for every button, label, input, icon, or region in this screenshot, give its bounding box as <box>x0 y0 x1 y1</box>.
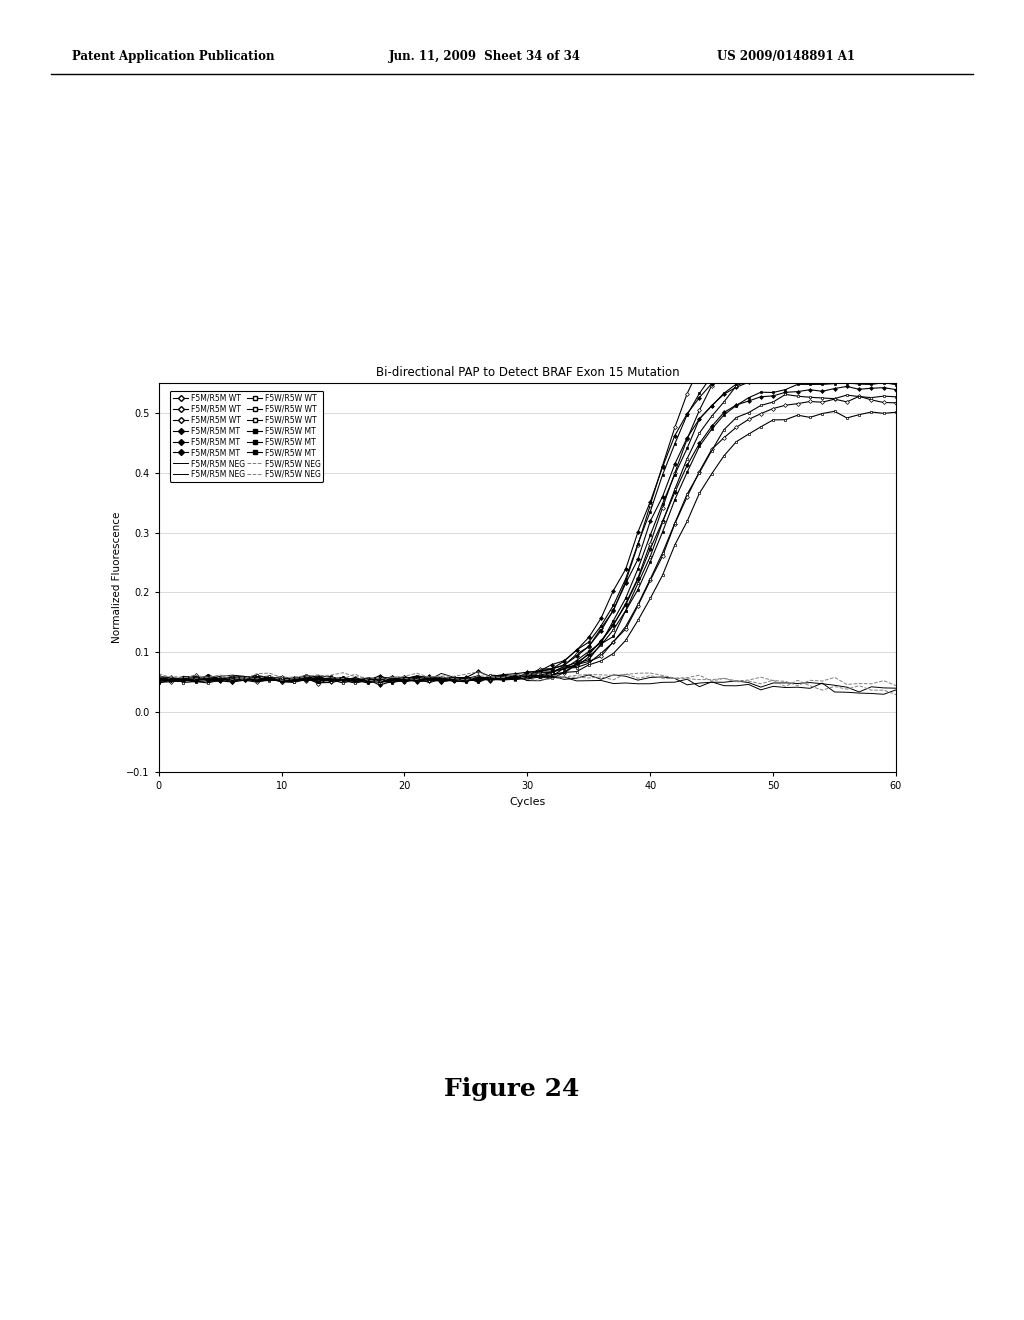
Text: Jun. 11, 2009  Sheet 34 of 34: Jun. 11, 2009 Sheet 34 of 34 <box>389 50 582 63</box>
X-axis label: Cycles: Cycles <box>509 797 546 807</box>
Text: Patent Application Publication: Patent Application Publication <box>72 50 274 63</box>
Text: US 2009/0148891 A1: US 2009/0148891 A1 <box>717 50 855 63</box>
Title: Bi-directional PAP to Detect BRAF Exon 15 Mutation: Bi-directional PAP to Detect BRAF Exon 1… <box>376 366 679 379</box>
Y-axis label: Normalized Fluorescence: Normalized Fluorescence <box>113 512 122 643</box>
Text: Figure 24: Figure 24 <box>444 1077 580 1101</box>
Legend: F5M/R5M WT, F5M/R5M WT, F5M/R5M WT, F5M/R5M MT, F5M/R5M MT, F5M/R5M MT, F5M/R5M : F5M/R5M WT, F5M/R5M WT, F5M/R5M WT, F5M/… <box>170 391 324 482</box>
